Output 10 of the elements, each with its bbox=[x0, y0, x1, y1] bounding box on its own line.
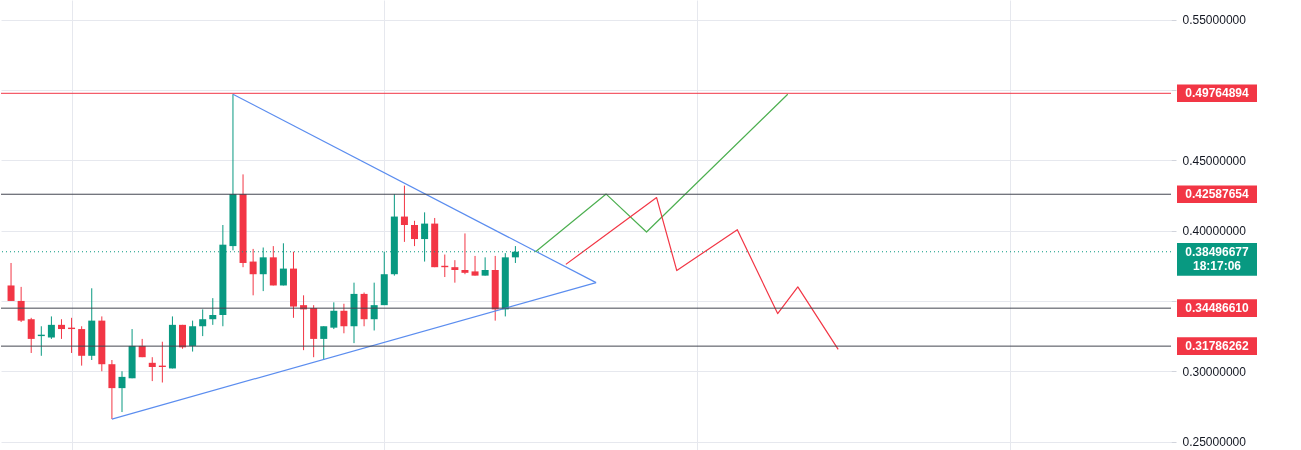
y-tick-label: 0.25000000 bbox=[1182, 435, 1247, 450]
ref-line-label: 0.31786262 bbox=[1185, 339, 1250, 354]
y-tick-label: 0.30000000 bbox=[1182, 364, 1247, 379]
y-tick-label: 0.55000000 bbox=[1182, 13, 1247, 28]
ref-line-label: 0.34486610 bbox=[1185, 301, 1250, 316]
y-tick-label: 0.40000000 bbox=[1182, 224, 1247, 239]
ref-line-label: 0.38496677 18:17:06 bbox=[1185, 244, 1250, 273]
ref-line-label: 0.49764894 bbox=[1185, 86, 1250, 101]
ref-line-label: 0.42587654 bbox=[1185, 187, 1250, 202]
y-tick-label: 0.45000000 bbox=[1182, 153, 1247, 168]
